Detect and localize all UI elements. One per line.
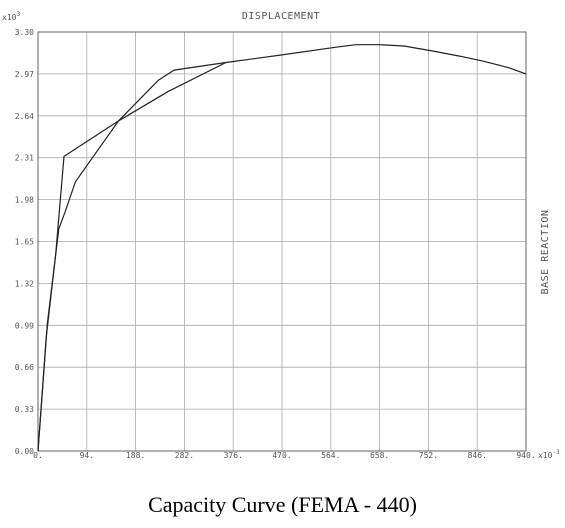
x-tick-label: 188. — [126, 451, 145, 460]
x-tick-label: 470. — [272, 451, 291, 460]
x-tick-label: 564. — [321, 451, 340, 460]
x-tick-label: 752. — [419, 451, 438, 460]
x-tick-label: 376. — [224, 451, 243, 460]
grid-lines — [37, 31, 527, 452]
y-tick-label: 3.30 — [15, 28, 34, 37]
y-tick-label: 2.97 — [15, 70, 34, 79]
tick-labels: 0. 94. 188. 282. 376. 470. 564. 658. 752. 846. 940… — [15, 28, 536, 460]
series-layer — [37, 44, 527, 452]
y-tick-label: 2.64 — [15, 112, 34, 121]
x-tick-label: 658. — [370, 451, 389, 460]
y-tick-label: 1.98 — [15, 196, 34, 205]
x-tick-label: 846. — [468, 451, 487, 460]
y-tick-label: 1.32 — [15, 279, 34, 288]
figure-caption: Capacity Curve (FEMA - 440) — [148, 492, 417, 517]
y-tick-label: 2.31 — [15, 154, 34, 163]
y-multiplier-label: x103 — [2, 11, 20, 22]
y-tick-label: 1.65 — [15, 238, 34, 247]
series-line-2 — [37, 61, 227, 452]
series-line-1 — [37, 44, 527, 452]
x-tick-label: 94. — [80, 451, 94, 460]
chart-title: DISPLACEMENT — [242, 11, 320, 22]
x-tick-label: 282. — [175, 451, 194, 460]
plot-frame — [37, 31, 527, 452]
x-multiplier-label: x10-3 — [538, 449, 560, 460]
y-tick-label: 0.99 — [15, 321, 34, 330]
y-tick-label: 0.33 — [15, 405, 34, 414]
y-tick-label: 0.66 — [15, 363, 34, 372]
x-tick-label: 940. — [516, 451, 535, 460]
x-tick-label: 0. — [33, 451, 43, 460]
y-axis-label: BASE REACTION — [540, 210, 551, 295]
y-tick-label: 0.00 — [15, 447, 34, 456]
